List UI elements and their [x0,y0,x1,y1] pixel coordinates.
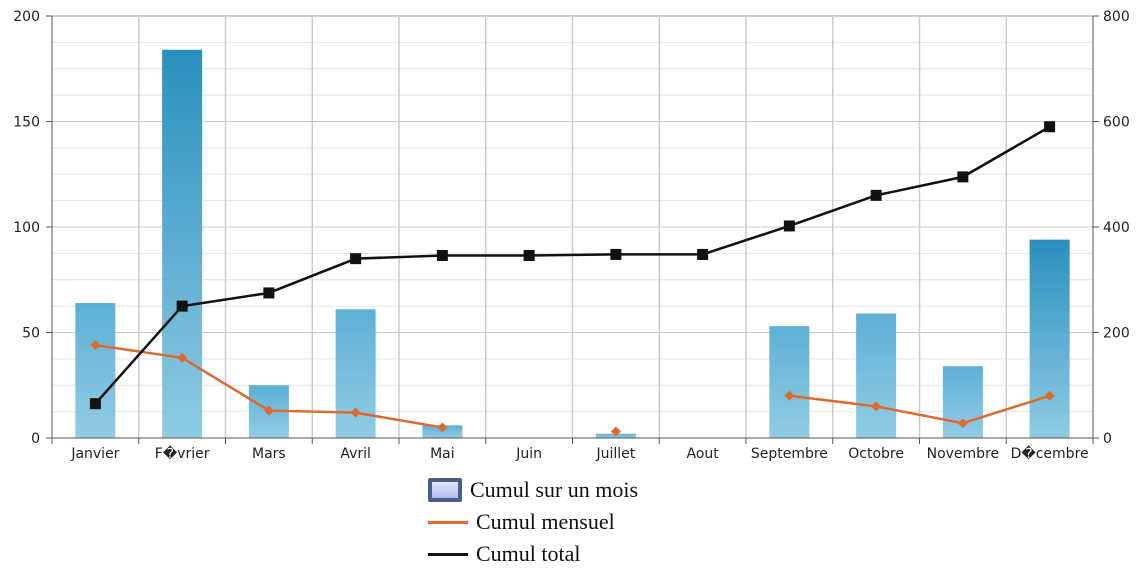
x-tick-label: Avril [340,446,371,462]
x-tick-label: Juillet [595,446,635,462]
x-tick-label: Juin [515,446,542,462]
data-point-total [697,248,709,260]
bar [769,326,810,438]
legend-item-total: Cumul total [428,538,638,570]
legend-label: Cumul mensuel [476,509,615,534]
legend-swatch-bar [428,478,462,502]
data-point-monthly [177,352,188,363]
y-tick-label-right: 200 [1103,326,1130,342]
y-tick-label-left: 200 [13,9,40,25]
y-tick-label-left: 150 [13,115,40,131]
x-tick-label: F�vrier [155,445,210,462]
chart-svg: 0 50 100 150 200 0 200 400 600 800 Janvier F�vrier M… [13,9,1129,462]
data-point-total [523,249,535,261]
x-tick-label: Mars [252,446,286,462]
x-tick-label: D�cembre [1011,445,1089,462]
data-point-total [610,248,622,260]
bar [75,302,116,438]
bar [1029,239,1070,438]
data-point-total [350,253,362,265]
axes: 0 50 100 150 200 0 200 400 600 800 Janvier F�vrier M… [13,9,1129,462]
data-point-monthly [90,340,101,351]
data-point-monthly [957,418,968,429]
legend-item-monthly: Cumul mensuel [428,506,638,538]
data-point-monthly [871,401,882,412]
data-point-monthly [350,407,361,418]
y-tick-label-left: 0 [31,431,40,447]
line-series [89,121,1056,437]
data-point-monthly [437,422,448,433]
legend-swatch-line [428,552,468,556]
data-point-total [870,189,882,201]
series-line [94,125,1051,405]
data-point-monthly [784,390,795,401]
bar [335,309,376,438]
legend-swatch-line [428,520,468,524]
x-tick-label: Mai [430,446,455,462]
x-tick-label: Novembre [927,446,1000,462]
bar [162,49,203,438]
data-point-total [1044,121,1056,133]
y-tick-label-left: 100 [13,220,40,236]
data-point-total [783,220,795,232]
x-tick-label: Octobre [848,446,904,462]
legend: Cumul sur un mois Cumul mensuel Cumul to… [428,474,638,570]
data-point-monthly [610,426,621,437]
legend-label: Cumul total [476,541,581,566]
y-tick-label-right: 0 [1103,431,1112,447]
grid-lines [52,16,1093,438]
y-tick-label-right: 800 [1103,9,1130,25]
legend-label: Cumul sur un mois [470,477,639,502]
x-tick-label: Janvier [70,446,119,462]
data-point-total [89,398,101,410]
y-tick-label-right: 600 [1103,115,1130,131]
legend-item-bar: Cumul sur un mois [428,474,638,506]
x-tick-label: Septembre [751,446,828,462]
bar [856,313,897,438]
x-tick-label: Aout [686,446,719,462]
y-tick-label-right: 400 [1103,220,1130,236]
data-point-total [176,300,188,312]
y-tick-label-left: 50 [22,326,40,342]
data-point-total [263,287,275,299]
data-point-monthly [263,405,274,416]
data-point-total [957,171,969,183]
data-point-monthly [1044,390,1055,401]
data-point-total [436,249,448,261]
